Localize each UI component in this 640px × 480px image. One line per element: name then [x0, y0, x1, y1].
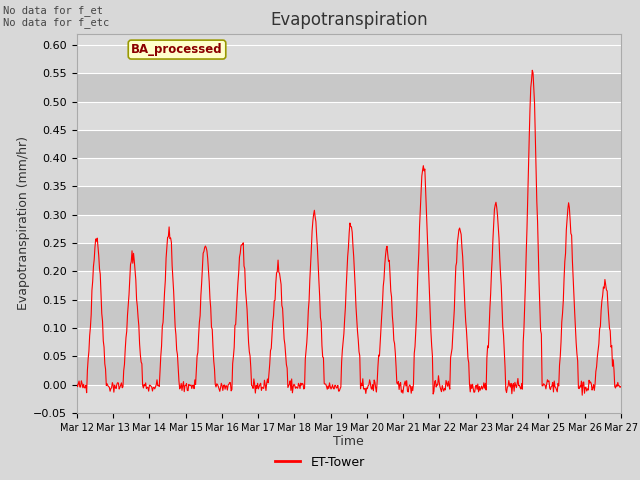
Bar [77, 328, 621, 356]
Text: No data for f_et
No data for f_etc: No data for f_et No data for f_etc [3, 5, 109, 28]
Legend: ET-Tower: ET-Tower [270, 451, 370, 474]
Bar [77, 215, 621, 243]
Bar [77, 101, 621, 130]
Y-axis label: Evapotranspiration (mm/hr): Evapotranspiration (mm/hr) [17, 136, 30, 310]
Bar [77, 45, 621, 73]
Text: BA_processed: BA_processed [131, 43, 223, 56]
Bar [77, 73, 621, 101]
Bar [77, 186, 621, 215]
Bar [77, 271, 621, 300]
Bar [77, 300, 621, 328]
Title: Evapotranspiration: Evapotranspiration [270, 11, 428, 29]
X-axis label: Time: Time [333, 435, 364, 448]
Bar [77, 384, 621, 413]
Bar [77, 130, 621, 158]
Bar [77, 243, 621, 271]
Bar [77, 158, 621, 186]
Bar [77, 356, 621, 384]
